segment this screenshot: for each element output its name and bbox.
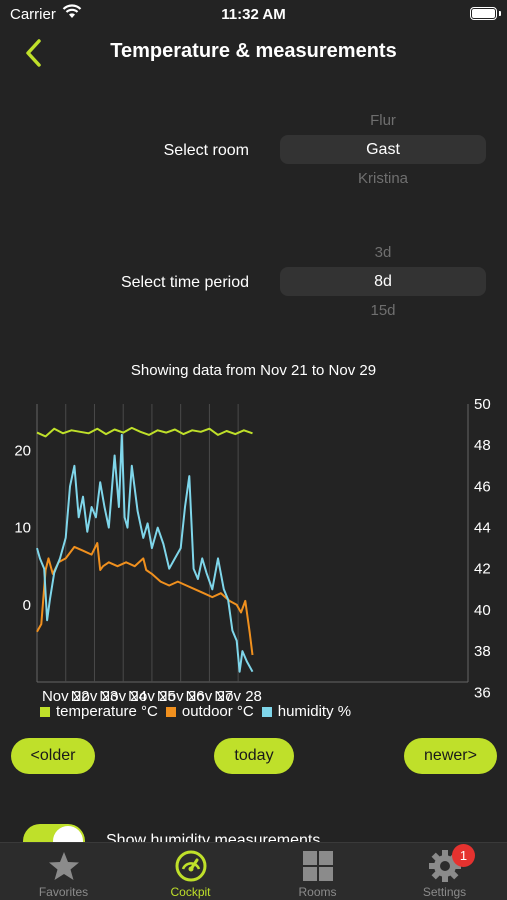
carrier-label: Carrier	[10, 6, 56, 23]
series-line-humidity	[36, 433, 254, 673]
legend-swatch-temperature	[40, 706, 50, 717]
y-right-tick-label: 40	[474, 602, 491, 619]
today-button[interactable]: today	[214, 738, 294, 774]
room-option-below[interactable]: Kristina	[357, 170, 409, 187]
y-right-tick-label: 36	[474, 684, 491, 701]
humidity-toggle-label: Show humidity measurements	[106, 832, 321, 842]
wifi-icon	[62, 4, 82, 18]
tab-settings-label: Settings	[422, 885, 467, 899]
page-title: Temperature & measurements	[110, 40, 397, 62]
series-line-outdoor	[36, 542, 254, 656]
chart-legend: temperature °C outdoor °C humidity %	[40, 703, 351, 720]
x-tick-label: Nov 25	[128, 688, 176, 702]
select-period-label: Select time period	[120, 274, 249, 291]
toggle-knob	[53, 826, 83, 842]
tab-cockpit[interactable]: Cockpit	[127, 843, 254, 900]
y-right-tick-label: 42	[474, 561, 491, 578]
tab-favorites[interactable]: Favorites	[0, 843, 127, 900]
x-tick-label: Nov 22	[42, 688, 90, 702]
legend-swatch-outdoor	[165, 706, 176, 717]
legend-item-humidity: humidity %	[261, 703, 352, 720]
older-button[interactable]: <older	[11, 738, 95, 774]
period-option-selected[interactable]: 8d	[280, 267, 486, 296]
y-left-tick-label: 0	[23, 597, 31, 614]
tab-rooms-label: Rooms	[298, 885, 337, 899]
legend-label-outdoor: outdoor °C	[181, 703, 254, 720]
x-tick-label: Nov 23	[71, 688, 119, 702]
grid-icon	[303, 851, 333, 881]
period-option-above[interactable]: 3d	[374, 244, 392, 261]
newer-button[interactable]: newer>	[404, 738, 497, 774]
x-tick-label: Nov 28	[214, 688, 262, 702]
y-right-tick-label: 46	[474, 478, 491, 495]
humidity-toggle[interactable]	[23, 824, 85, 842]
select-room-label: Select room	[163, 142, 249, 159]
period-picker[interactable]: 3d 8d 15d	[280, 238, 486, 325]
tab-rooms[interactable]: Rooms	[254, 843, 381, 900]
tab-cockpit-label: Cockpit	[170, 885, 211, 899]
nav-bar: Temperature & measurements	[0, 30, 507, 76]
legend-item-outdoor: outdoor °C	[165, 703, 254, 720]
legend-swatch-humidity	[261, 706, 272, 717]
tab-bar: Favorites Cockpit Rooms	[0, 842, 507, 900]
room-picker[interactable]: Flur Gast Kristina	[280, 106, 486, 193]
series-line-temperature	[36, 426, 253, 438]
date-range-caption: Showing data from Nov 21 to Nov 29	[130, 362, 377, 379]
star-icon	[49, 852, 79, 880]
y-right-tick-label: 48	[474, 437, 491, 454]
humidity-toggle-row: Show humidity measurements	[0, 818, 507, 842]
tab-settings[interactable]: Settings	[381, 843, 507, 900]
y-right-tick-label: 38	[474, 643, 491, 660]
settings-badge: 1	[452, 844, 475, 867]
y-left-tick-label: 20	[14, 442, 31, 459]
battery-icon	[470, 7, 501, 20]
gauge-icon	[175, 850, 207, 882]
legend-item-temperature: temperature °C	[40, 703, 158, 720]
status-bar: Carrier 11:32 AM	[0, 0, 507, 30]
x-tick-label: Nov 27	[186, 688, 234, 702]
legend-label-humidity: humidity %	[277, 703, 352, 720]
back-chevron-icon[interactable]	[22, 37, 46, 69]
y-left-tick-label: 10	[14, 520, 31, 537]
period-option-below[interactable]: 15d	[370, 302, 396, 319]
y-right-tick-label: 44	[474, 520, 491, 537]
y-right-tick-label: 50	[474, 396, 491, 413]
room-option-above[interactable]: Flur	[370, 112, 396, 129]
room-option-selected[interactable]: Gast	[280, 135, 486, 164]
tab-favorites-label: Favorites	[38, 885, 89, 899]
x-tick-label: Nov 24	[99, 688, 147, 702]
clock: 11:32 AM	[221, 6, 286, 23]
x-tick-label: Nov 26	[157, 688, 205, 702]
legend-label-temperature: temperature °C	[56, 703, 158, 720]
